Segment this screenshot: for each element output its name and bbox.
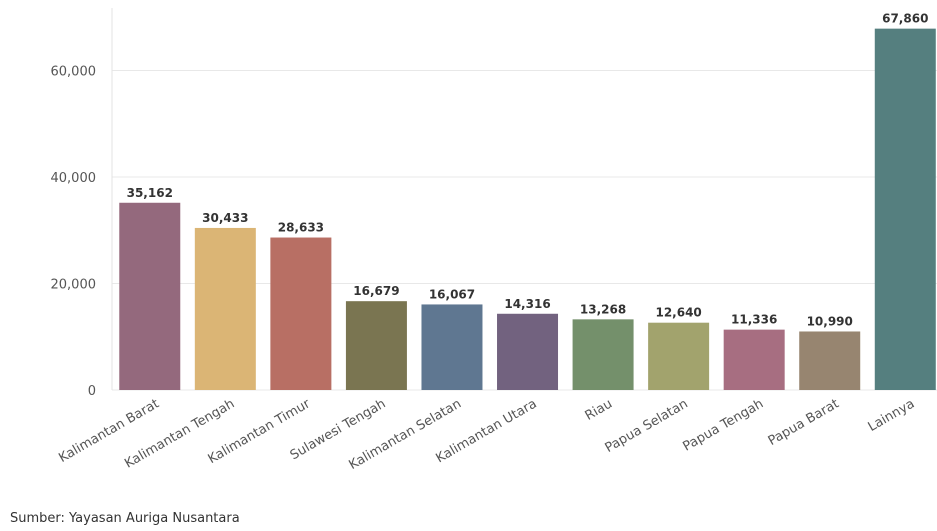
y-tick-label: 20,000	[51, 278, 97, 293]
value-label: 13,268	[580, 302, 626, 316]
value-label: 30,433	[202, 211, 248, 225]
x-tick-label: Papua Selatan	[603, 396, 691, 455]
bars	[119, 28, 936, 390]
y-tick-label: 40,000	[51, 171, 97, 186]
x-tick-label: Lainnya	[866, 396, 918, 434]
bar	[572, 319, 634, 390]
value-label: 12,640	[655, 306, 701, 320]
x-tick-label: Papua Barat	[766, 396, 842, 449]
bar	[723, 329, 785, 390]
y-tick-label: 60,000	[51, 65, 97, 80]
value-label: 16,679	[353, 284, 399, 298]
y-axis-ticks: 0 20,000 40,000 60,000	[51, 65, 97, 400]
value-label: 35,162	[127, 186, 173, 200]
bar	[194, 227, 256, 390]
bar	[497, 313, 559, 390]
bar	[345, 301, 407, 390]
value-label: 11,336	[731, 313, 777, 327]
source-note: Sumber: Yayasan Auriga Nusantara	[10, 511, 240, 526]
x-tick-label: Papua Tengah	[681, 396, 767, 454]
bar	[421, 304, 483, 390]
value-labels: 35,162 30,433 28,633 16,679 16,067 14,316 13,2…	[127, 12, 929, 329]
value-label: 10,990	[807, 314, 853, 328]
value-label: 28,633	[278, 221, 324, 235]
bar	[648, 322, 710, 390]
value-label: 67,860	[882, 12, 928, 26]
x-tick-label: Riau	[583, 396, 615, 423]
bar	[270, 237, 332, 390]
bar	[799, 331, 861, 390]
value-label: 16,067	[429, 287, 475, 301]
bar	[874, 28, 936, 390]
value-label: 14,316	[504, 297, 550, 311]
y-tick-label: 0	[88, 384, 96, 399]
bar	[119, 202, 181, 390]
